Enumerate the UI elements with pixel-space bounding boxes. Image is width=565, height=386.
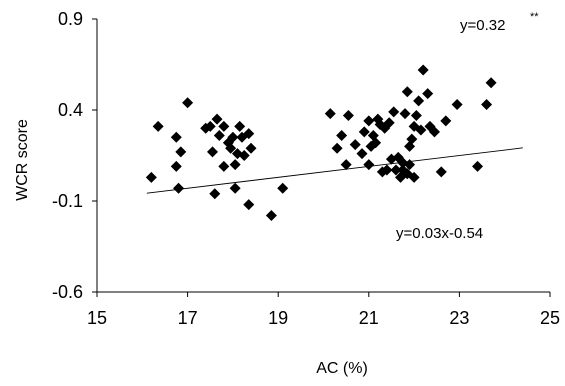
x-axis-label: AC (%) — [316, 360, 368, 377]
data-point — [227, 131, 239, 143]
x-ticks: 15 17 19 21 23 25 — [87, 292, 560, 328]
y-axis-label: WCR score — [14, 119, 31, 201]
data-point — [408, 120, 420, 132]
data-point — [401, 86, 413, 98]
x-tick-label: 15 — [87, 308, 107, 328]
data-point — [363, 159, 375, 171]
data-point — [435, 166, 447, 178]
axes: 0.9 0.4 -0.1 -0.6 15 17 19 21 23 25 — [52, 9, 560, 328]
y-ticks: 0.9 0.4 -0.1 -0.6 — [52, 9, 97, 302]
data-point — [356, 148, 368, 160]
data-point — [170, 131, 182, 143]
data-point — [331, 142, 343, 154]
x-tick-label: 21 — [359, 308, 379, 328]
x-tick-label: 25 — [540, 308, 560, 328]
data-point — [440, 115, 452, 127]
data-point — [358, 126, 370, 138]
x-tick-label: 17 — [178, 308, 198, 328]
data-point — [428, 126, 440, 138]
data-point — [406, 133, 418, 145]
data-point — [383, 117, 395, 129]
trendline — [146, 147, 523, 194]
y-tick-label: 0.9 — [58, 9, 83, 29]
data-point — [413, 95, 425, 107]
y-tick-label: -0.6 — [52, 282, 83, 302]
data-point — [481, 99, 493, 111]
data-point — [265, 210, 277, 222]
data-point — [243, 128, 255, 140]
y-tick-label: 0.4 — [58, 100, 83, 120]
data-points — [145, 64, 497, 222]
x-tick-label: 23 — [449, 308, 469, 328]
data-point — [243, 199, 255, 211]
data-point — [363, 115, 375, 127]
data-point — [245, 142, 257, 154]
data-point — [229, 159, 241, 171]
data-point — [399, 108, 411, 120]
data-point — [152, 120, 164, 132]
data-point — [225, 142, 237, 154]
significance-annotation: ** — [530, 11, 539, 23]
data-point — [234, 120, 246, 132]
data-point — [211, 113, 223, 125]
data-point — [336, 129, 348, 141]
data-point — [173, 182, 185, 194]
data-point — [370, 137, 382, 149]
data-point — [408, 171, 420, 183]
data-point — [340, 159, 352, 171]
data-point — [451, 99, 463, 111]
data-point — [349, 139, 361, 151]
data-point — [229, 182, 241, 194]
data-point — [218, 160, 230, 172]
data-point — [207, 146, 219, 158]
data-point — [472, 160, 484, 172]
data-point — [422, 88, 434, 100]
data-point — [388, 106, 400, 118]
correlation-annotation: y=0.32 — [460, 17, 505, 34]
data-point — [204, 120, 216, 132]
data-point — [410, 109, 422, 121]
data-point — [390, 164, 402, 176]
data-point — [424, 120, 436, 132]
y-tick-label: -0.1 — [52, 191, 83, 211]
data-point — [218, 120, 230, 132]
data-point — [324, 108, 336, 120]
data-point — [415, 124, 427, 136]
data-point — [170, 160, 182, 172]
data-point — [277, 182, 289, 194]
data-point — [145, 171, 157, 183]
data-point — [175, 146, 187, 158]
data-point — [417, 64, 429, 76]
data-point — [485, 77, 497, 89]
data-point — [404, 159, 416, 171]
data-point — [182, 97, 194, 109]
equation-annotation: y=0.03x-0.54 — [396, 225, 483, 242]
data-point — [342, 109, 354, 121]
data-point — [238, 150, 250, 161]
x-tick-label: 19 — [268, 308, 288, 328]
data-point — [209, 188, 221, 200]
data-point — [381, 164, 393, 176]
data-point — [213, 129, 225, 141]
